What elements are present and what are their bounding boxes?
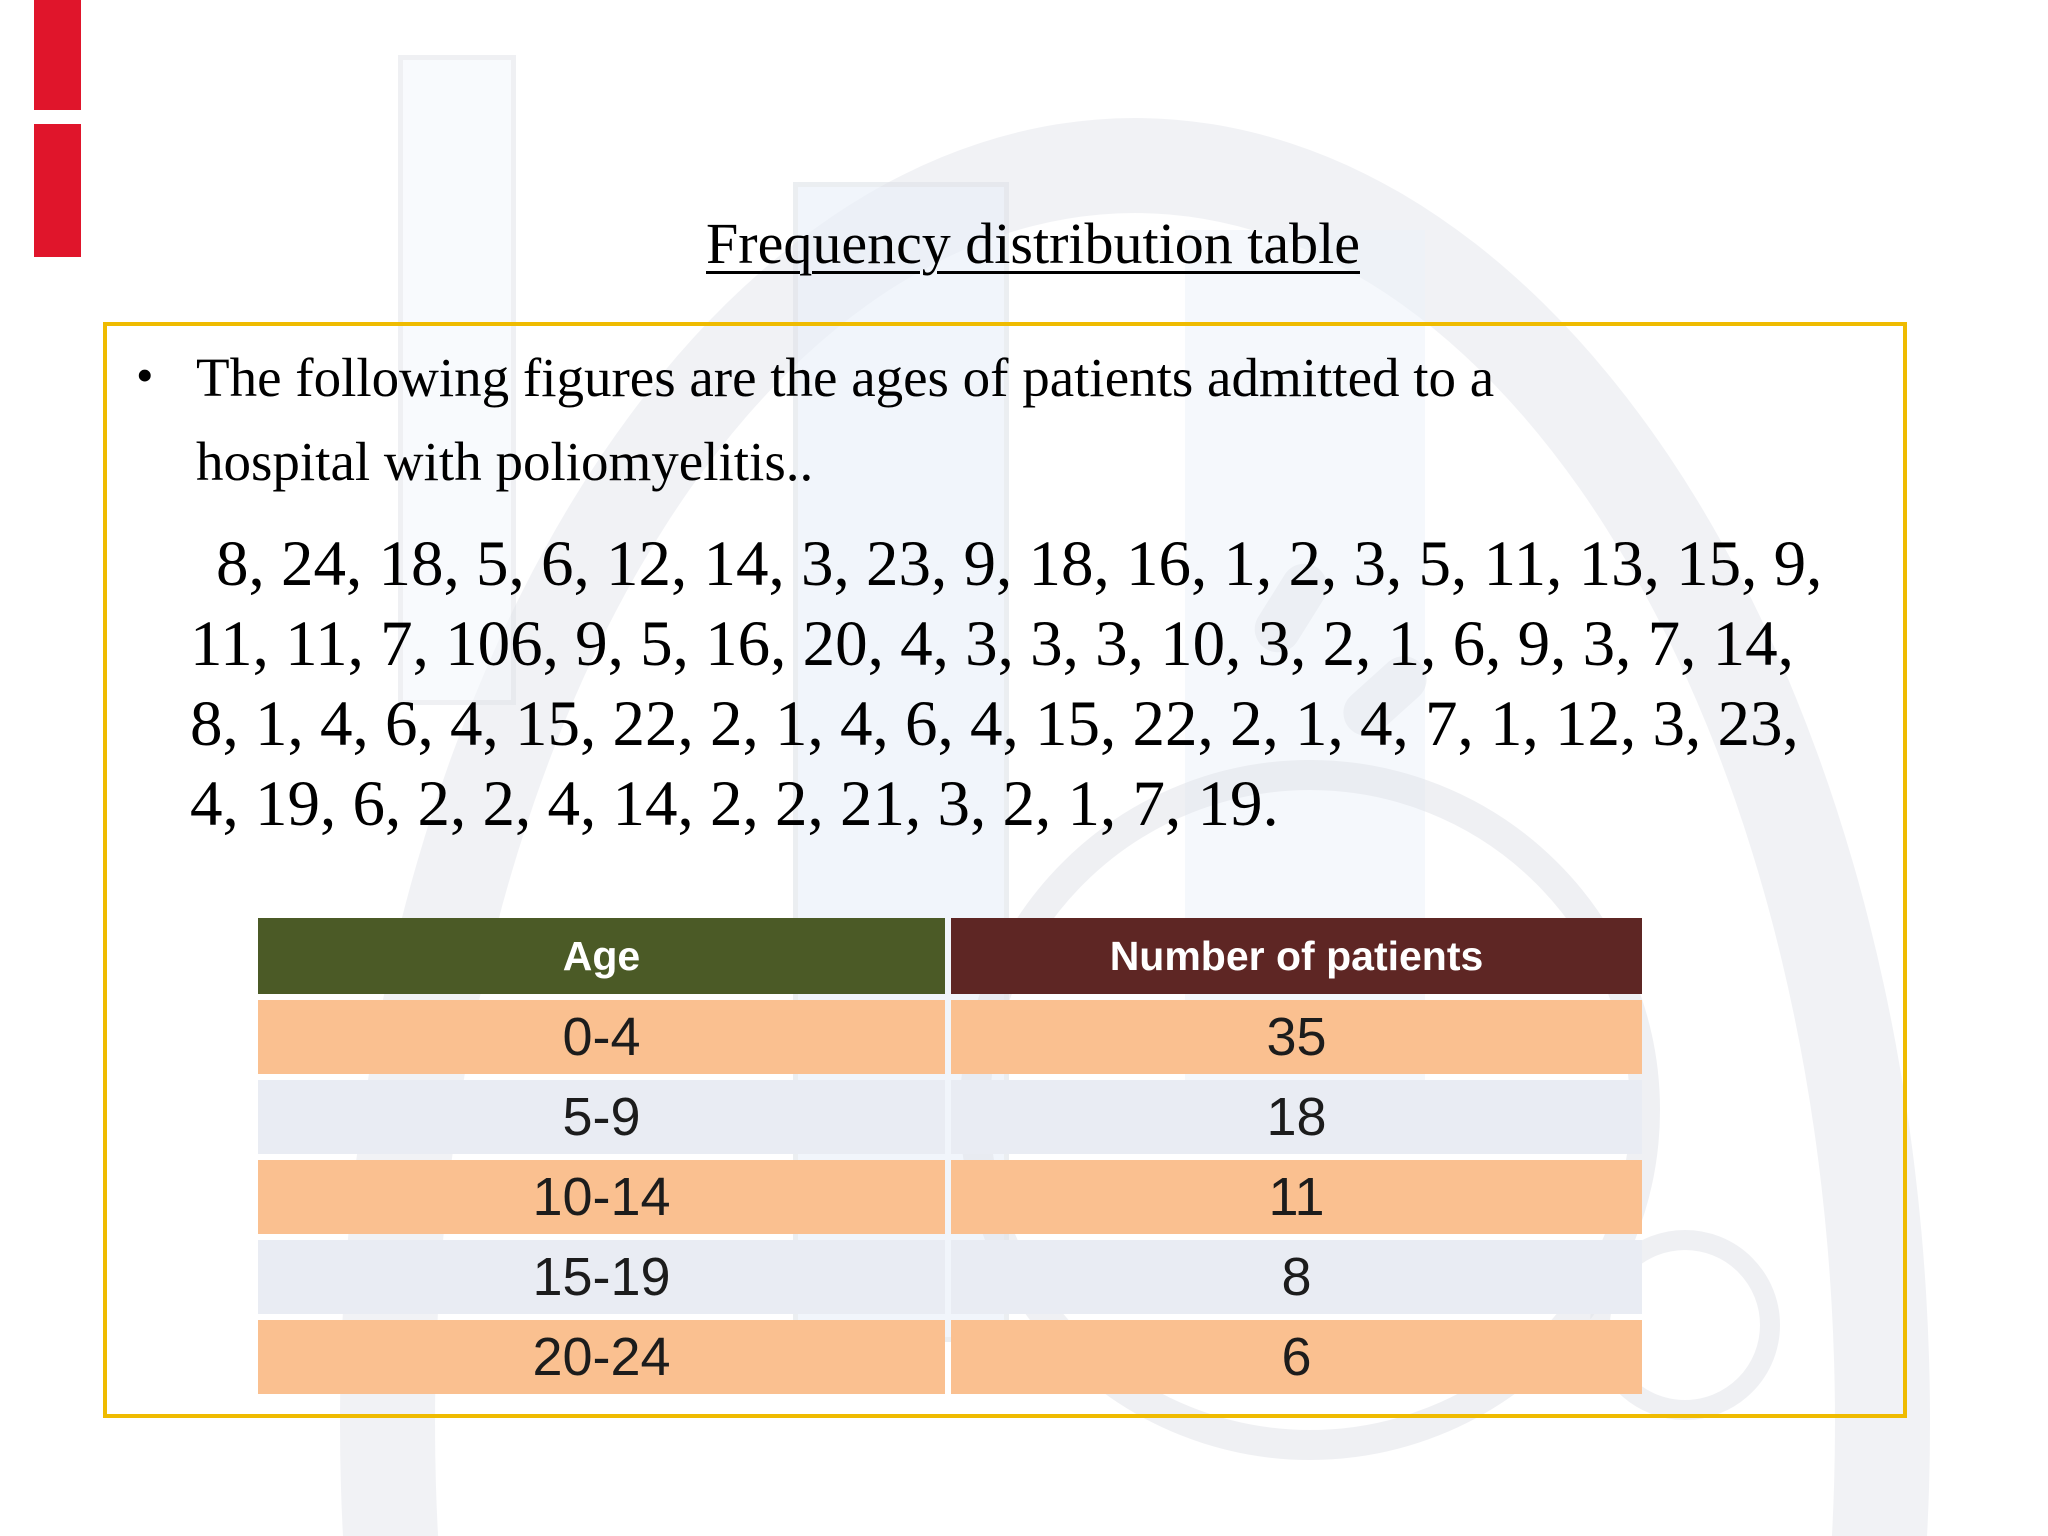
patient-count-cell: 18	[951, 1080, 1642, 1154]
ages-data-line-4: 4, 19, 6, 2, 2, 4, 14, 2, 2, 21, 3, 2, 1…	[190, 768, 1279, 840]
age-range-cell: 10-14	[258, 1160, 945, 1234]
patient-count-cell: 35	[951, 1000, 1642, 1074]
age-range-cell: 20-24	[258, 1320, 945, 1394]
bullet-line-2: hospital with poliomyelitis..	[196, 431, 814, 492]
content-box	[103, 322, 1907, 1418]
bullet-marker: •	[136, 347, 154, 403]
watermark-column-small	[398, 55, 516, 705]
patient-count-cell: 8	[951, 1240, 1642, 1314]
ages-data-line-3: 8, 1, 4, 6, 4, 15, 22, 2, 1, 4, 6, 4, 15…	[190, 688, 1799, 760]
table-header-row: Age Number of patients	[258, 918, 1642, 994]
patient-count-cell: 11	[951, 1160, 1642, 1234]
age-range-cell: 0-4	[258, 1000, 945, 1074]
ages-data-line-2: 11, 11, 7, 106, 9, 5, 16, 20, 4, 3, 3, 3…	[190, 608, 1794, 680]
ages-data-block: 8, 24, 18, 5, 6, 12, 14, 3, 23, 9, 18, 1…	[190, 524, 1822, 844]
table-row: 0-4 35	[258, 1000, 1642, 1074]
patient-count-cell: 6	[951, 1320, 1642, 1394]
table-header-age: Age	[258, 918, 945, 994]
age-range-cell: 15-19	[258, 1240, 945, 1314]
ages-data-line-1: 8, 24, 18, 5, 6, 12, 14, 3, 23, 9, 18, 1…	[216, 528, 1823, 600]
red-accent-bar-top	[34, 0, 81, 110]
bullet-paragraph: The following figures are the ages of pa…	[196, 336, 1494, 504]
table-row: 20-24 6	[258, 1320, 1642, 1394]
table-row: 15-19 8	[258, 1240, 1642, 1314]
table-row: 5-9 18	[258, 1080, 1642, 1154]
bullet-line-1: The following figures are the ages of pa…	[196, 347, 1495, 408]
age-range-cell: 5-9	[258, 1080, 945, 1154]
page-title: Frequency distribution table	[706, 211, 1360, 276]
frequency-table: Age Number of patients 0-4 35 5-9 18 10-…	[258, 918, 1642, 1394]
red-accent-bar-bottom	[34, 124, 81, 257]
table-row: 10-14 11	[258, 1160, 1642, 1234]
table-header-patients: Number of patients	[951, 918, 1642, 994]
